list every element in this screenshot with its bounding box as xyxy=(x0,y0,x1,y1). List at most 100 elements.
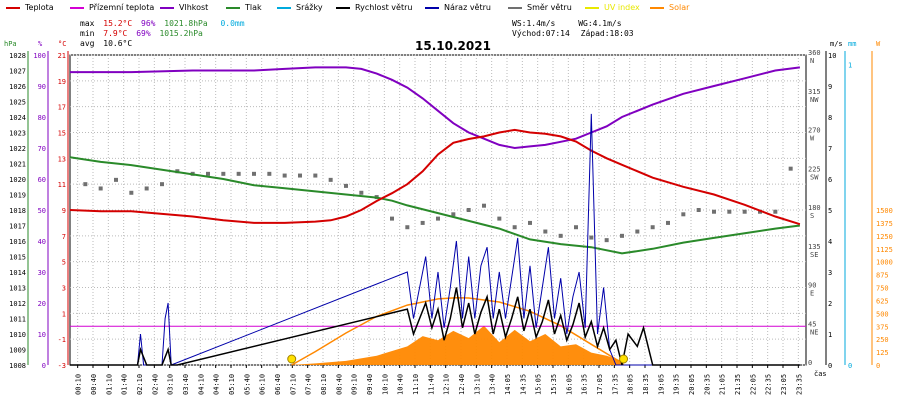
x-tick-label: 01:40 xyxy=(121,374,129,395)
wind-dir-point xyxy=(206,171,210,176)
stats-avg-temp: 10.6°C xyxy=(103,39,133,48)
wind-dir-tick-label: W xyxy=(810,135,815,143)
temp-tick-label: 9 xyxy=(62,207,66,215)
stats-max-press: 1021.8hPa xyxy=(164,19,208,28)
wind-speed-tick-label: 7 xyxy=(828,145,832,153)
x-tick-label: 22:05 xyxy=(749,374,757,395)
wind-dir-point xyxy=(221,171,226,176)
wind-dir-point xyxy=(436,216,440,221)
temp-tick-label: 15 xyxy=(58,130,66,138)
pressure-tick-label: 1011 xyxy=(9,316,26,324)
x-tick-label: 04:10 xyxy=(197,374,205,395)
wind-speed-tick-label: 10 xyxy=(828,52,836,60)
wind-dir-point xyxy=(666,220,670,225)
humidity-tick-label: 60 xyxy=(38,176,46,184)
x-tick-label: 17:05 xyxy=(596,374,604,395)
wind-dir-tick-label: 90 xyxy=(808,282,816,290)
temp-tick-label: 13 xyxy=(58,155,66,163)
stats-min-temp: 7.9°C xyxy=(103,29,128,38)
stats-max-temp: 15.2°C xyxy=(103,19,133,28)
wind-dir-point xyxy=(236,171,241,176)
wind-dir-point xyxy=(742,209,747,214)
x-tick-label: 07:40 xyxy=(305,374,313,395)
wind-dir-point xyxy=(405,225,410,230)
x-tick-label: 14:35 xyxy=(519,374,527,395)
x-tick-label: 04:40 xyxy=(213,374,221,395)
wind-speed-tick-label: 9 xyxy=(828,83,832,91)
x-tick-label: 18:05 xyxy=(627,374,635,395)
x-tick-label: 00:10 xyxy=(75,374,83,395)
plot-area xyxy=(69,54,807,366)
sunset-marker xyxy=(619,354,629,364)
wind-speed-tick-label: 4 xyxy=(828,238,832,246)
temp-axis-unit: °C xyxy=(58,40,67,48)
wind-dir-tick-label: SE xyxy=(810,251,818,259)
pressure-tick-label: 1014 xyxy=(9,269,26,277)
x-tick-label: 19:35 xyxy=(673,374,681,395)
wind-dir-point xyxy=(528,220,532,225)
pressure-tick-label: 1025 xyxy=(9,99,26,107)
pressure-tick-label: 1022 xyxy=(9,145,26,153)
wind-dir-point xyxy=(635,229,640,234)
pressure-tick-label: 1015 xyxy=(9,254,26,262)
humidity-tick-label: 30 xyxy=(38,269,46,277)
sunrise-marker xyxy=(287,354,297,364)
wind-dir-point xyxy=(788,166,793,171)
pressure-tick-label: 1013 xyxy=(9,285,26,293)
wind-dir-point xyxy=(758,209,762,214)
legend-swatch xyxy=(336,6,350,9)
x-tick-label: 11:40 xyxy=(427,374,435,395)
wind-dir-tick-label: 180 xyxy=(808,204,821,212)
chart-title: 15.10.2021 xyxy=(415,39,491,53)
wind-speed-tick-label: 0 xyxy=(828,362,832,370)
pressure-tick-label: 1019 xyxy=(9,192,26,200)
wind-dir-point xyxy=(773,209,778,214)
wind-dir-point xyxy=(681,212,686,217)
wind-dir-point xyxy=(282,173,287,178)
temp-tick-label: 11 xyxy=(58,181,66,189)
legend-label: Tlak xyxy=(245,3,262,12)
rain-axis-unit: mm xyxy=(848,40,857,48)
temp-tick-label: -3 xyxy=(58,362,66,370)
pressure-tick-label: 1008 xyxy=(9,362,26,370)
wind-dir-point xyxy=(344,183,348,188)
wind-dir-point xyxy=(390,216,394,221)
x-tick-label: 10:40 xyxy=(397,374,405,395)
pressure-tick-label: 1028 xyxy=(9,52,26,60)
legend-swatch xyxy=(160,6,174,9)
solar-tick-label: 875 xyxy=(876,272,889,280)
stats-max-label: max xyxy=(80,19,95,28)
wind-dir-point xyxy=(466,208,471,212)
x-tick-label: 09:10 xyxy=(351,374,359,395)
solar-tick-label: 625 xyxy=(876,297,889,305)
x-tick-label: 03:40 xyxy=(182,374,190,395)
legend-label: Vlhkost xyxy=(179,3,209,12)
stats-avg-label: avg xyxy=(80,39,95,48)
stats-ws: WS:1.4m/s WG:4.1m/s xyxy=(512,19,622,29)
legend-label: Teplota xyxy=(25,3,54,12)
x-tick-label: 15:05 xyxy=(535,374,543,395)
wind-dir-point xyxy=(604,238,609,243)
legend-label: Srážky xyxy=(296,3,323,12)
stats-avg: avg 10.6°C xyxy=(80,39,132,49)
solar-tick-label: 1000 xyxy=(876,259,893,267)
wind-dir-tick-label: 360 xyxy=(808,49,821,57)
wind-speed-tick-label: 8 xyxy=(828,114,832,122)
x-tick-label: 03:10 xyxy=(167,374,175,395)
solar-tick-label: 1250 xyxy=(876,233,893,241)
legend-swatch xyxy=(70,6,84,9)
wind-dir-tick-label: NE xyxy=(810,328,818,336)
wind-dir-point xyxy=(359,190,364,195)
legend-swatch xyxy=(650,6,664,9)
wind-dir-tick-label: 45 xyxy=(808,320,816,328)
wind-dir-tick-label: 315 xyxy=(808,88,821,96)
wind-dir-tick-label: NW xyxy=(810,96,819,104)
wind-dir-tick-label: 270 xyxy=(808,127,821,135)
temp-tick-label: 19 xyxy=(58,78,66,86)
wind-speed-tick-label: 1 xyxy=(828,331,832,339)
x-tick-label: 05:40 xyxy=(243,374,251,395)
stats-max-hum: 96% xyxy=(141,19,156,28)
x-tick-label: 21:05 xyxy=(719,374,727,395)
x-tick-label: 16:35 xyxy=(581,374,589,395)
wind-dir-tick-label: S xyxy=(810,212,814,220)
